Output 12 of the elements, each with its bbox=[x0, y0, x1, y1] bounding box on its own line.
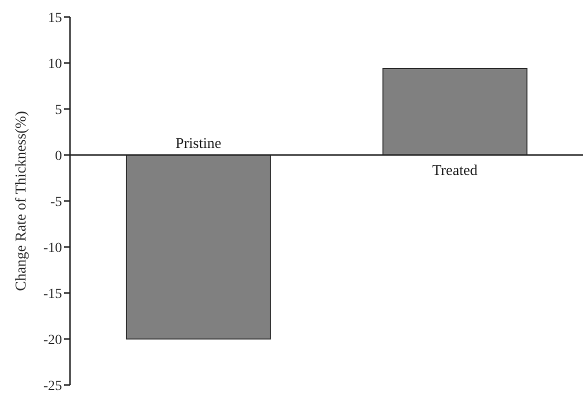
y-tick-label: -20 bbox=[43, 332, 62, 348]
y-tick-label: 15 bbox=[48, 10, 62, 26]
x-tick-label: Pristine bbox=[176, 136, 222, 152]
x-tick-label: Treated bbox=[432, 163, 478, 179]
y-tick-label: 0 bbox=[55, 148, 62, 164]
y-tick-label: -25 bbox=[43, 378, 62, 394]
y-axis-title: Change Rate of Thickness(%) bbox=[13, 110, 30, 292]
y-tick-label: 5 bbox=[55, 102, 62, 118]
y-tick-label: -10 bbox=[43, 240, 62, 256]
y-tick-label: 10 bbox=[48, 56, 62, 72]
y-tick-label: -5 bbox=[50, 194, 62, 210]
y-tick-label: -15 bbox=[43, 286, 62, 302]
